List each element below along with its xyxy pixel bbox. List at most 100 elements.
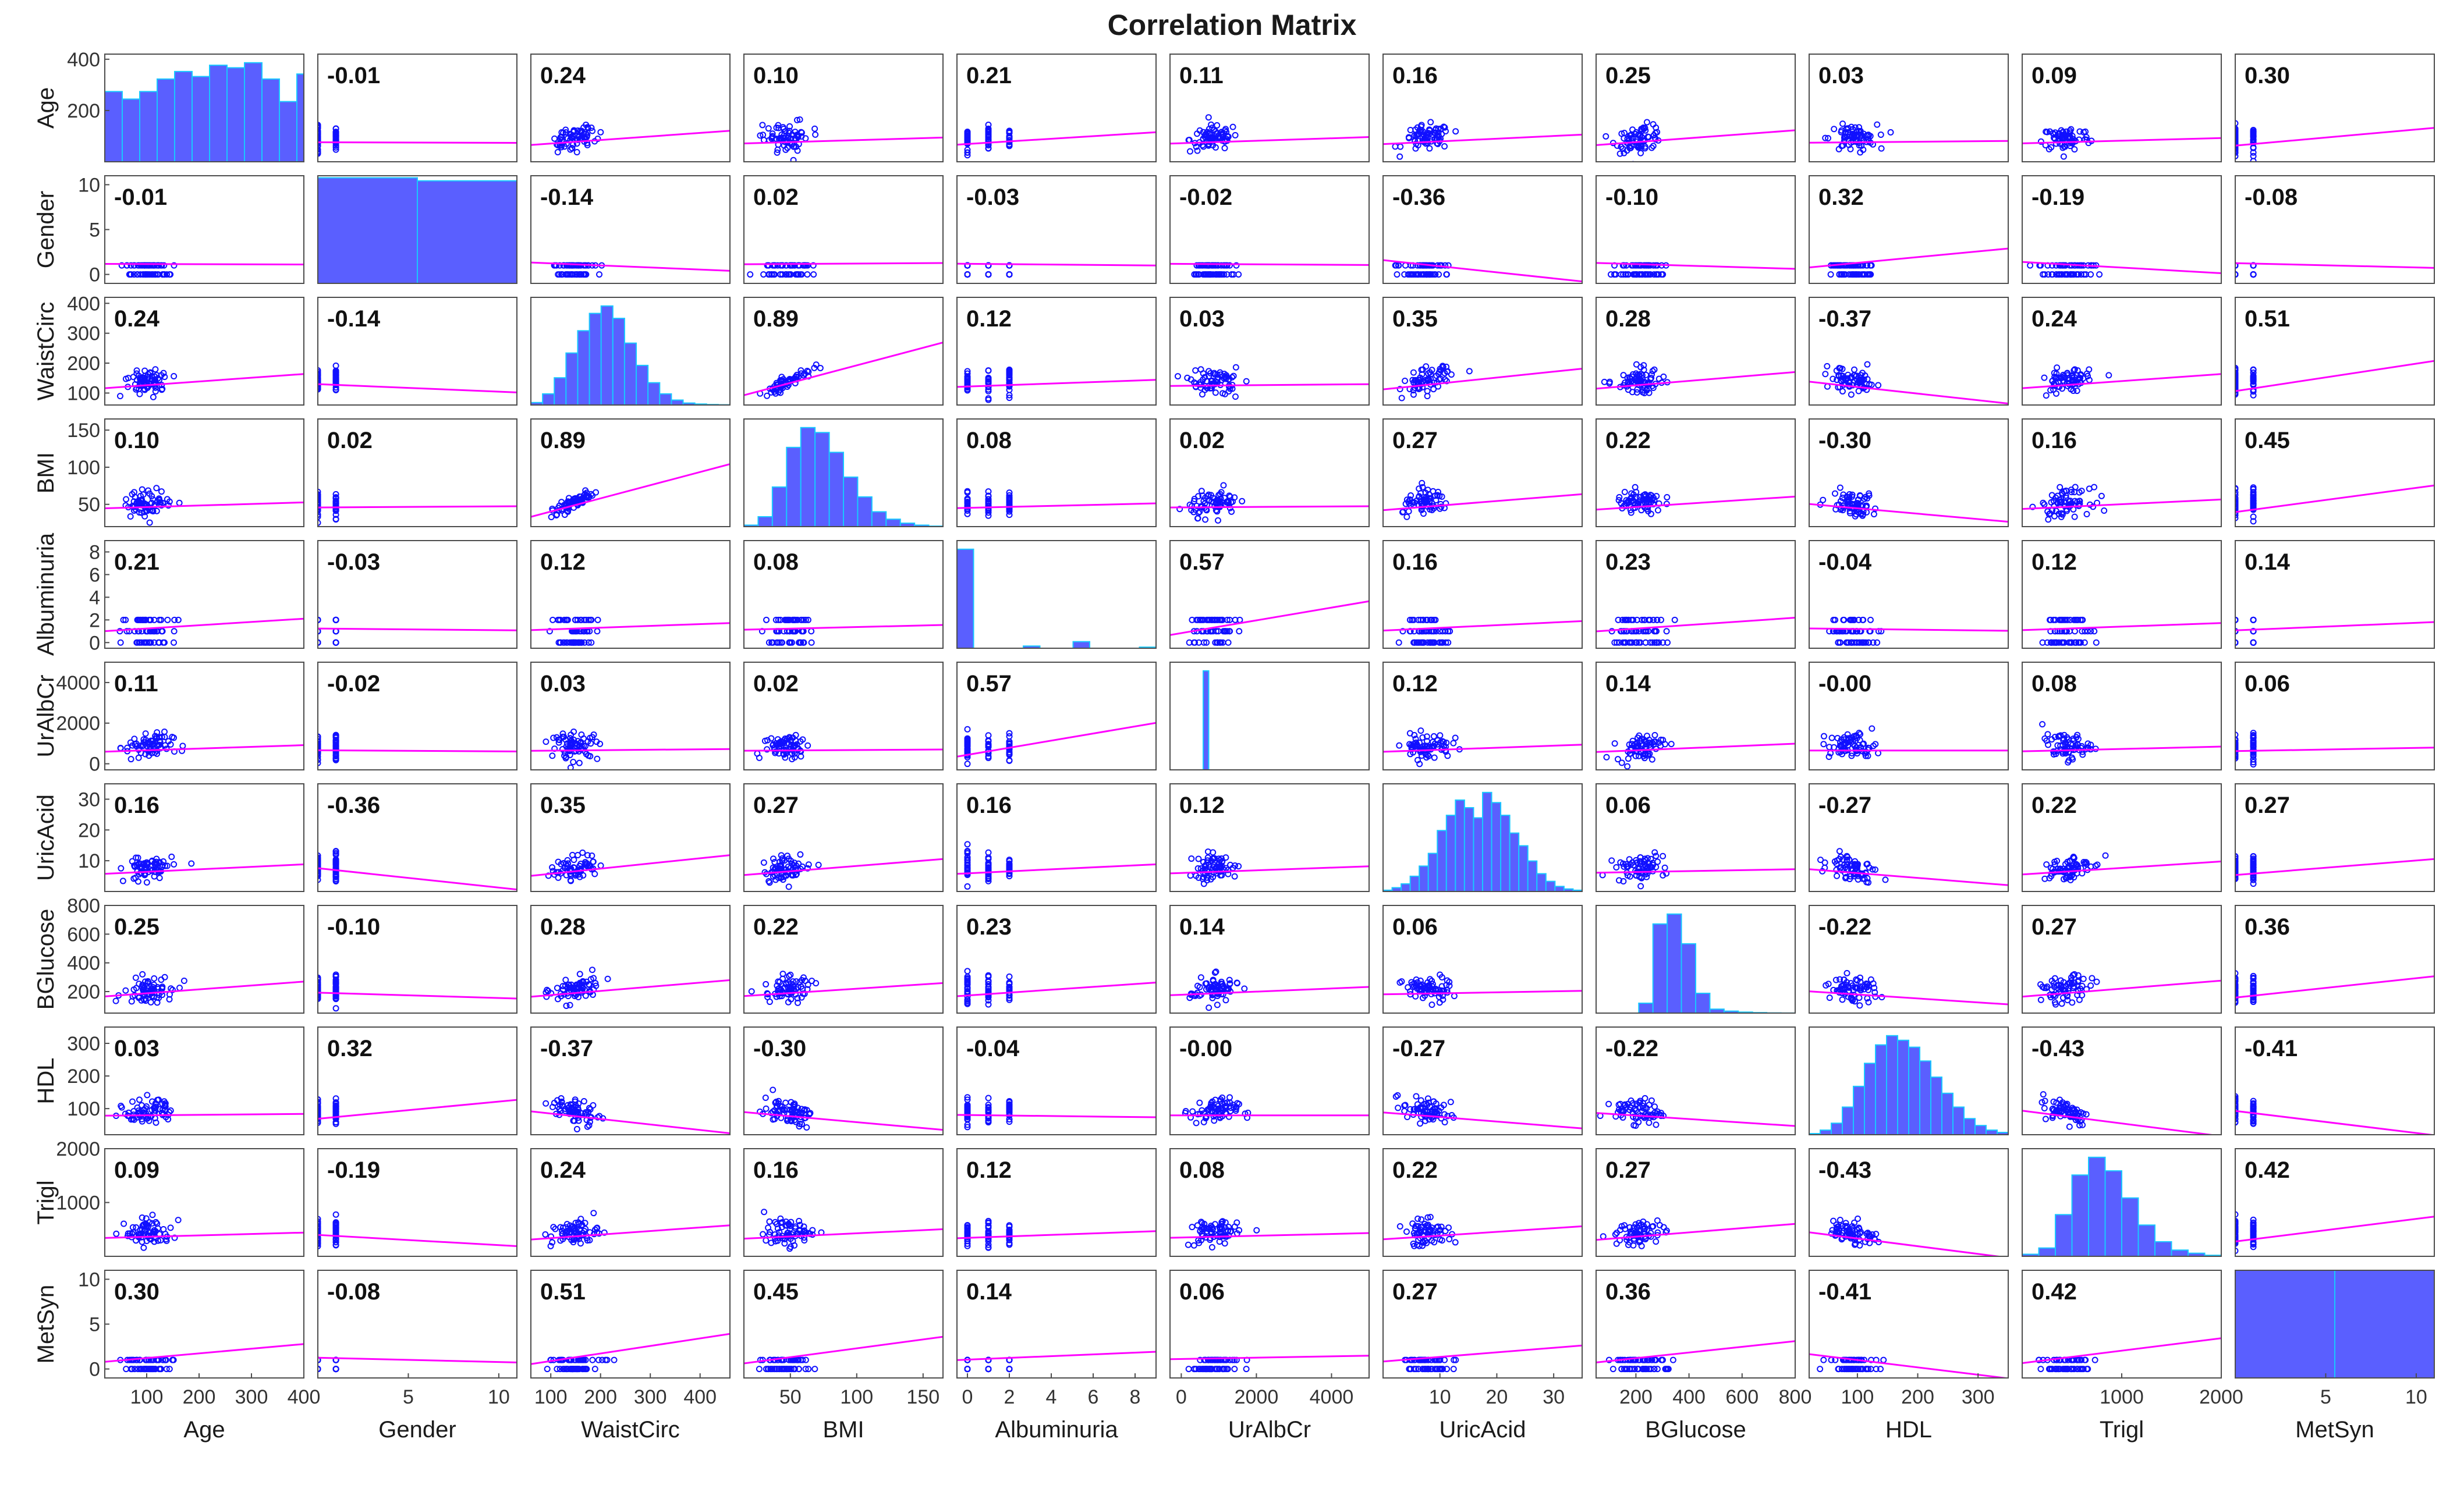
regression-line bbox=[1596, 495, 1795, 511]
scatter-point bbox=[1663, 500, 1670, 507]
regression-line bbox=[1383, 620, 1582, 632]
scatter-point bbox=[1235, 863, 1242, 870]
scatter-point bbox=[146, 752, 153, 759]
scatter-point bbox=[1651, 496, 1658, 503]
scatter-point bbox=[1427, 495, 1434, 502]
scatter-point bbox=[1852, 513, 1859, 520]
subplot-r0-c7: 0.25 bbox=[1596, 54, 1796, 162]
scatter-point bbox=[2235, 501, 2239, 508]
subplot-r5-c8: -0.00 bbox=[1809, 662, 2009, 770]
correlation-label: -0.14 bbox=[540, 184, 594, 210]
scatter-point bbox=[132, 863, 139, 870]
scatter-point bbox=[565, 495, 572, 502]
scatter-point bbox=[549, 752, 556, 759]
scatter-point bbox=[1191, 271, 1198, 278]
scatter-point bbox=[1006, 508, 1013, 515]
scatter-point bbox=[1427, 639, 1434, 646]
scatter-point bbox=[152, 388, 159, 395]
correlation-label: 0.35 bbox=[540, 793, 586, 818]
scatter-point bbox=[1006, 262, 1013, 269]
scatter-point bbox=[1199, 492, 1206, 499]
scatter-point bbox=[770, 741, 777, 748]
scatter-point bbox=[1214, 508, 1221, 515]
histogram-bar bbox=[636, 364, 649, 405]
scatter-point bbox=[141, 509, 148, 516]
regression-line bbox=[1596, 743, 1795, 753]
scatter-point bbox=[1838, 143, 1845, 150]
scatter-point bbox=[1825, 754, 1832, 761]
histogram-bar bbox=[814, 432, 830, 527]
scatter-point bbox=[141, 385, 148, 392]
scatter-point bbox=[318, 753, 321, 760]
scatter-point bbox=[1397, 143, 1404, 150]
scatter-point bbox=[1200, 859, 1207, 866]
correlation-label: 0.27 bbox=[753, 793, 799, 818]
scatter-point bbox=[765, 125, 772, 132]
scatter-point bbox=[804, 271, 811, 278]
scatter-point bbox=[158, 372, 165, 379]
scatter-point bbox=[1438, 503, 1445, 510]
subplot-frame bbox=[1596, 54, 1796, 162]
subplot-frame bbox=[1382, 54, 1583, 162]
scatter-point bbox=[1852, 503, 1859, 510]
subplot-frame bbox=[2235, 297, 2435, 406]
scatter-point bbox=[597, 129, 604, 136]
scatter-point bbox=[141, 860, 148, 867]
scatter-point bbox=[332, 739, 339, 746]
scatter-point bbox=[817, 364, 824, 371]
correlation-label: 0.57 bbox=[966, 671, 1012, 697]
scatter-point bbox=[1870, 511, 1877, 518]
regression-line bbox=[531, 748, 730, 752]
correlation-label: 0.89 bbox=[753, 306, 799, 332]
scatter-point bbox=[597, 740, 604, 747]
correlation-label: 0.16 bbox=[1392, 63, 1438, 88]
scatter-point bbox=[1822, 134, 1829, 141]
scatter-point bbox=[1874, 121, 1881, 128]
scatter-point bbox=[964, 841, 971, 848]
scatter-point bbox=[768, 735, 775, 742]
scatter-point bbox=[1239, 498, 1246, 505]
scatter-point bbox=[1655, 639, 1662, 646]
scatter-point bbox=[2250, 639, 2257, 646]
scatter-point bbox=[1233, 262, 1240, 269]
scatter-point bbox=[1218, 858, 1225, 865]
scatter-point bbox=[318, 852, 321, 859]
subplot-frame bbox=[104, 297, 304, 406]
subplot-r1-c10: -0.08 bbox=[2235, 175, 2435, 284]
scatter-point bbox=[2080, 129, 2087, 136]
scatter-point bbox=[1611, 740, 1618, 747]
scatter-point bbox=[765, 878, 772, 884]
histogram-bar bbox=[1072, 641, 1090, 648]
subplot-frame bbox=[530, 540, 731, 649]
scatter-point bbox=[1625, 386, 1632, 393]
scatter-point bbox=[558, 129, 565, 136]
scatter-point bbox=[1222, 373, 1229, 380]
scatter-point bbox=[1848, 374, 1855, 381]
scatter-point bbox=[787, 271, 794, 278]
subplot-r2-c2 bbox=[530, 297, 731, 406]
scatter-point bbox=[1201, 500, 1208, 507]
correlation-label: 0.12 bbox=[540, 549, 586, 575]
scatter-point bbox=[804, 616, 811, 623]
scatter-point bbox=[156, 496, 163, 503]
scatter-point bbox=[802, 616, 809, 623]
subplot-frame bbox=[530, 297, 731, 406]
histogram-bar bbox=[647, 382, 661, 405]
scatter-point bbox=[964, 854, 971, 861]
scatter-point bbox=[1193, 143, 1200, 150]
scatter-point bbox=[585, 639, 592, 646]
scatter-point bbox=[1208, 262, 1215, 269]
scatter-point bbox=[1426, 271, 1433, 278]
scatter-point bbox=[763, 616, 770, 623]
subplot-frame bbox=[1809, 662, 2009, 770]
scatter-point bbox=[171, 861, 178, 868]
subplot-r6-c3: 0.27 bbox=[743, 783, 944, 892]
scatter-point bbox=[1853, 271, 1860, 278]
scatter-point bbox=[2235, 741, 2239, 748]
scatter-point bbox=[2075, 375, 2082, 382]
regression-line bbox=[531, 463, 730, 518]
scatter-point bbox=[789, 734, 796, 741]
scatter-point bbox=[1863, 639, 1870, 646]
scatter-point bbox=[1617, 628, 1624, 635]
